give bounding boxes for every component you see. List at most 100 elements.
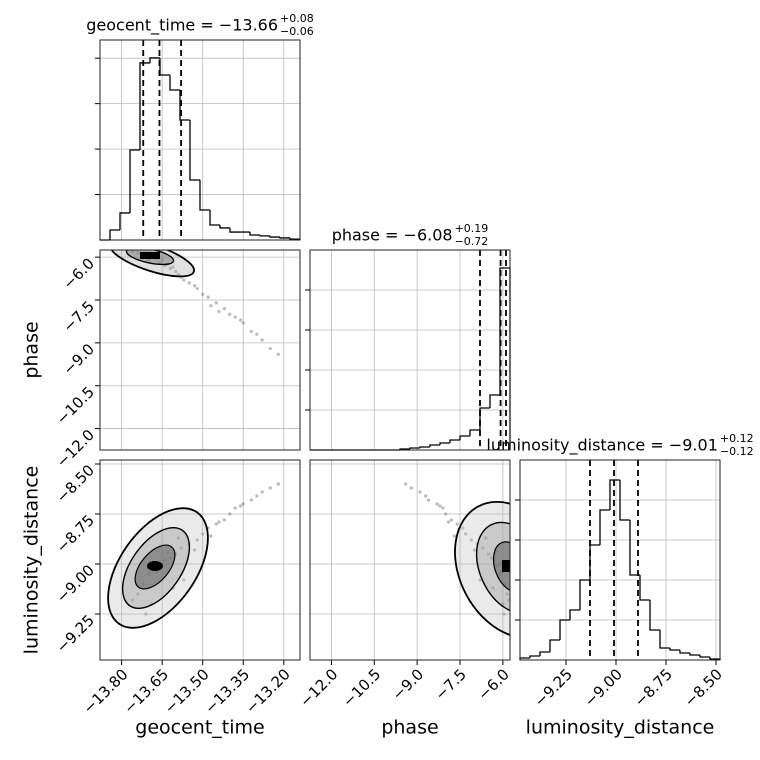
contour <box>454 501 510 639</box>
histogram-step <box>649 600 660 631</box>
histogram-step <box>439 442 450 445</box>
histogram-step <box>129 149 140 213</box>
sample-point <box>144 612 148 616</box>
histogram-step <box>139 62 150 150</box>
histogram-step <box>499 267 511 450</box>
y-tick-label: −9.25 <box>53 611 98 656</box>
histogram-step <box>569 609 580 620</box>
histogram-step <box>659 630 670 649</box>
sample-point <box>195 286 199 291</box>
sample-point <box>404 482 408 486</box>
sample-point <box>505 592 509 596</box>
histogram-step <box>489 394 500 408</box>
sample-point <box>209 304 213 308</box>
sample-point <box>491 586 495 590</box>
x-tick-label: −6.0 <box>474 665 512 703</box>
sample-point <box>249 498 253 502</box>
y-tick-label: −9.00 <box>53 561 98 606</box>
sample-point <box>217 520 221 524</box>
contour <box>492 541 510 593</box>
sample-point <box>222 306 226 311</box>
sample-point <box>446 520 451 524</box>
sample-point <box>260 338 264 342</box>
histogram-step <box>559 619 570 640</box>
sample-point <box>486 552 491 556</box>
sample-point <box>241 321 245 325</box>
panel-title: geocent_time = −13.66 <box>86 16 278 36</box>
panel-frame <box>519 459 721 661</box>
sample-point <box>260 490 264 494</box>
histogram-step <box>679 650 690 654</box>
histogram-step <box>209 210 220 226</box>
panel-frame <box>309 249 511 451</box>
x-axis-label: phase <box>381 717 438 739</box>
panel-title-lower: −0.06 <box>280 25 314 38</box>
histogram-step <box>469 429 480 436</box>
sample-point <box>238 318 243 322</box>
y-tick-label: −6.0 <box>60 254 98 292</box>
sample-point <box>187 281 191 285</box>
histogram-step <box>619 480 630 521</box>
histogram-step <box>179 90 190 121</box>
histogram-step <box>219 225 230 229</box>
panel-title-upper: +0.12 <box>720 432 754 445</box>
x-tick-label: −7.5 <box>432 665 470 703</box>
sample-point <box>268 486 272 490</box>
sample-point <box>228 312 232 316</box>
sample-point <box>455 522 459 526</box>
panel-frame <box>99 459 301 661</box>
sample-point <box>182 578 186 582</box>
histogram-step <box>429 444 440 447</box>
histogram-step <box>229 227 240 233</box>
histogram-step <box>149 57 160 63</box>
contour <box>475 521 510 615</box>
histogram-step <box>669 648 680 651</box>
y-tick-label: −7.5 <box>60 297 98 335</box>
sample-point <box>484 536 488 540</box>
histogram-step <box>279 237 290 239</box>
sample-point <box>192 284 197 288</box>
sample-point <box>201 532 205 536</box>
histogram-step <box>259 235 270 237</box>
histogram-step <box>449 439 460 443</box>
y-axis-label: luminosity_distance <box>21 466 43 655</box>
sample-point <box>438 504 442 508</box>
sample-point <box>502 612 506 616</box>
histogram-step <box>689 653 700 656</box>
sample-point <box>501 602 505 606</box>
contour-group <box>109 250 195 278</box>
sample-point <box>168 266 172 271</box>
sample-point <box>268 346 272 351</box>
histogram-step <box>629 520 640 576</box>
panel-title-lower: −0.12 <box>720 445 754 458</box>
sample-point <box>418 490 422 494</box>
histogram-step <box>639 575 650 601</box>
sample-point <box>209 534 213 538</box>
sample-point <box>461 526 465 530</box>
y-tick-label: −8.50 <box>53 461 98 506</box>
sample-point <box>469 538 474 542</box>
panel-frame <box>99 39 301 241</box>
sample-point <box>435 502 439 506</box>
histogram-step <box>599 509 610 545</box>
histogram-step <box>479 407 490 430</box>
sample-point <box>276 352 280 356</box>
histogram-step <box>159 57 170 76</box>
panel-title-upper: +0.19 <box>455 222 489 235</box>
panel-title-lower: −0.72 <box>455 235 489 248</box>
density-core <box>140 252 160 259</box>
sample-point <box>206 295 210 299</box>
sample-point <box>174 269 178 274</box>
sample-point <box>424 494 428 498</box>
sample-point <box>176 536 180 540</box>
sample-point <box>201 292 205 296</box>
y-tick-label: −12.0 <box>53 426 98 471</box>
sample-point <box>214 522 218 526</box>
sample-point <box>506 598 510 602</box>
histogram-step <box>549 639 560 652</box>
panel-title-upper: +0.08 <box>280 12 314 25</box>
sample-point <box>176 272 180 276</box>
sample-point <box>426 498 431 502</box>
